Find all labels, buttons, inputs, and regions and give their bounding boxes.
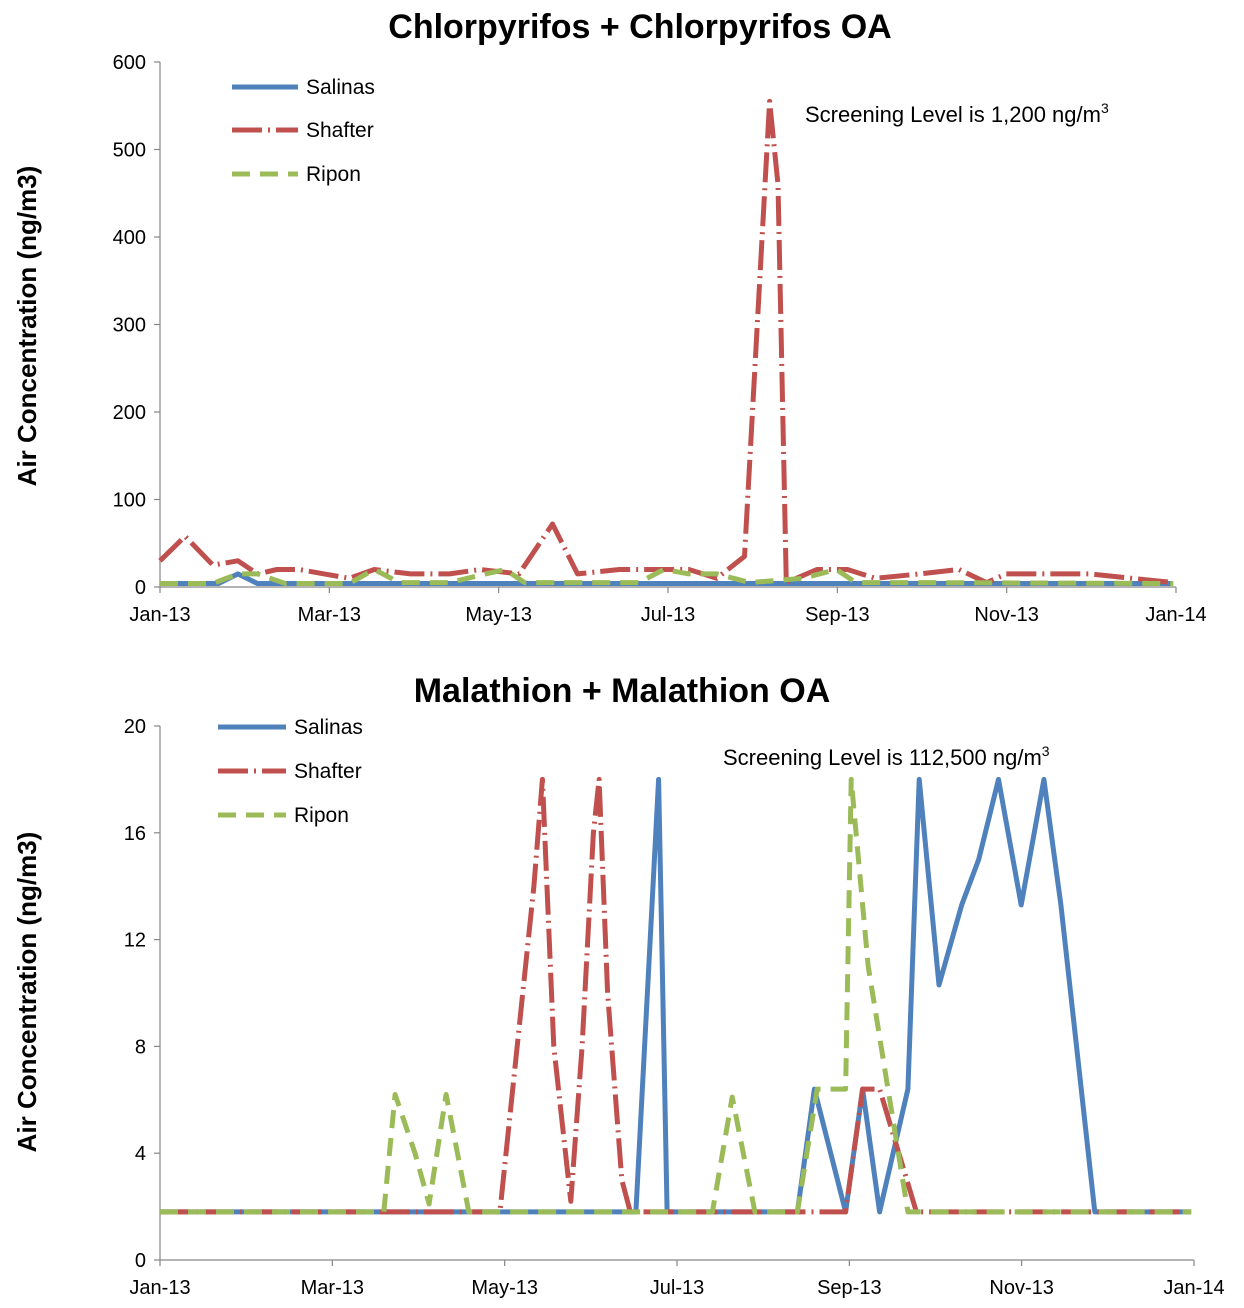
series-line-ripon bbox=[160, 776, 1192, 1215]
series-group bbox=[160, 776, 1192, 1215]
series-line-shafter bbox=[160, 776, 1192, 1215]
y-tick-label: 12 bbox=[124, 930, 146, 952]
axes: 0 4 8 12 16 20 Jan-13 Mar-13 May-13 Jul-13 Sep-13 N… bbox=[124, 716, 1225, 1299]
legend-label-ripon: Ripon bbox=[294, 804, 349, 827]
y-tick-label: 0 bbox=[135, 577, 146, 599]
legend-label-shafter: Shafter bbox=[306, 119, 374, 142]
series-line-shafter bbox=[158, 98, 1174, 586]
series-line-salinas bbox=[160, 776, 1192, 1215]
axes: 0 100 200 300 400 500 600 Jan-13 Mar-13 May-13 Jul… bbox=[113, 52, 1207, 626]
legend-label-ripon: Ripon bbox=[306, 163, 361, 186]
y-tick-label: 300 bbox=[113, 315, 146, 337]
x-tick-label: May-13 bbox=[471, 1277, 538, 1299]
legend-label-shafter: Shafter bbox=[294, 760, 362, 783]
y-tick-label: 0 bbox=[135, 1250, 146, 1272]
x-tick-label: Jul-13 bbox=[641, 604, 695, 626]
screening-level-note: Screening Level is 112,500 ng/m3 bbox=[723, 743, 1050, 770]
x-tick-label: Sep-13 bbox=[805, 604, 870, 626]
x-tick-label: Jan-14 bbox=[1145, 604, 1206, 626]
x-tick-label: Mar-13 bbox=[301, 1277, 364, 1299]
x-tick-label: Jan-14 bbox=[1163, 1277, 1224, 1299]
chart-chlorpyrifos: Chlorpyrifos + Chlorpyrifos OA Air Conce… bbox=[12, 8, 1207, 626]
y-tick-label: 200 bbox=[113, 402, 146, 424]
y-tick-label: 16 bbox=[124, 823, 146, 845]
x-tick-label: Sep-13 bbox=[817, 1277, 882, 1299]
y-tick-label: 400 bbox=[113, 227, 146, 249]
y-tick-label: 500 bbox=[113, 140, 146, 162]
y-tick-label: 600 bbox=[113, 52, 146, 74]
y-tick-label: 4 bbox=[135, 1143, 146, 1165]
x-tick-label: May-13 bbox=[465, 604, 532, 626]
x-tick-label: Jan-13 bbox=[129, 1277, 190, 1299]
legend: Salinas Shafter Ripon bbox=[218, 716, 363, 827]
x-tick-label: Jan-13 bbox=[129, 604, 190, 626]
series-group bbox=[158, 98, 1174, 586]
y-tick-label: 8 bbox=[135, 1036, 146, 1058]
y-axis-label: Air Concentration (ng/m3) bbox=[12, 832, 42, 1153]
series-line-ripon bbox=[160, 567, 1174, 586]
chart-title: Malathion + Malathion OA bbox=[414, 672, 831, 710]
x-tick-label: Nov-13 bbox=[974, 604, 1038, 626]
legend-label-salinas: Salinas bbox=[306, 76, 375, 99]
y-axis-label: Air Concentration (ng/m3) bbox=[12, 166, 42, 487]
screening-level-note: Screening Level is 1,200 ng/m3 bbox=[805, 100, 1109, 127]
x-tick-label: Jul-13 bbox=[650, 1277, 704, 1299]
x-tick-label: Mar-13 bbox=[298, 604, 361, 626]
chart-title: Chlorpyrifos + Chlorpyrifos OA bbox=[388, 8, 891, 46]
chart-malathion: Malathion + Malathion OA Air Concentrati… bbox=[12, 672, 1225, 1299]
x-tick-label: Nov-13 bbox=[989, 1277, 1053, 1299]
y-tick-label: 20 bbox=[124, 716, 146, 738]
legend: Salinas Shafter Ripon bbox=[232, 76, 375, 186]
y-tick-label: 100 bbox=[113, 490, 146, 512]
legend-label-salinas: Salinas bbox=[294, 716, 363, 739]
